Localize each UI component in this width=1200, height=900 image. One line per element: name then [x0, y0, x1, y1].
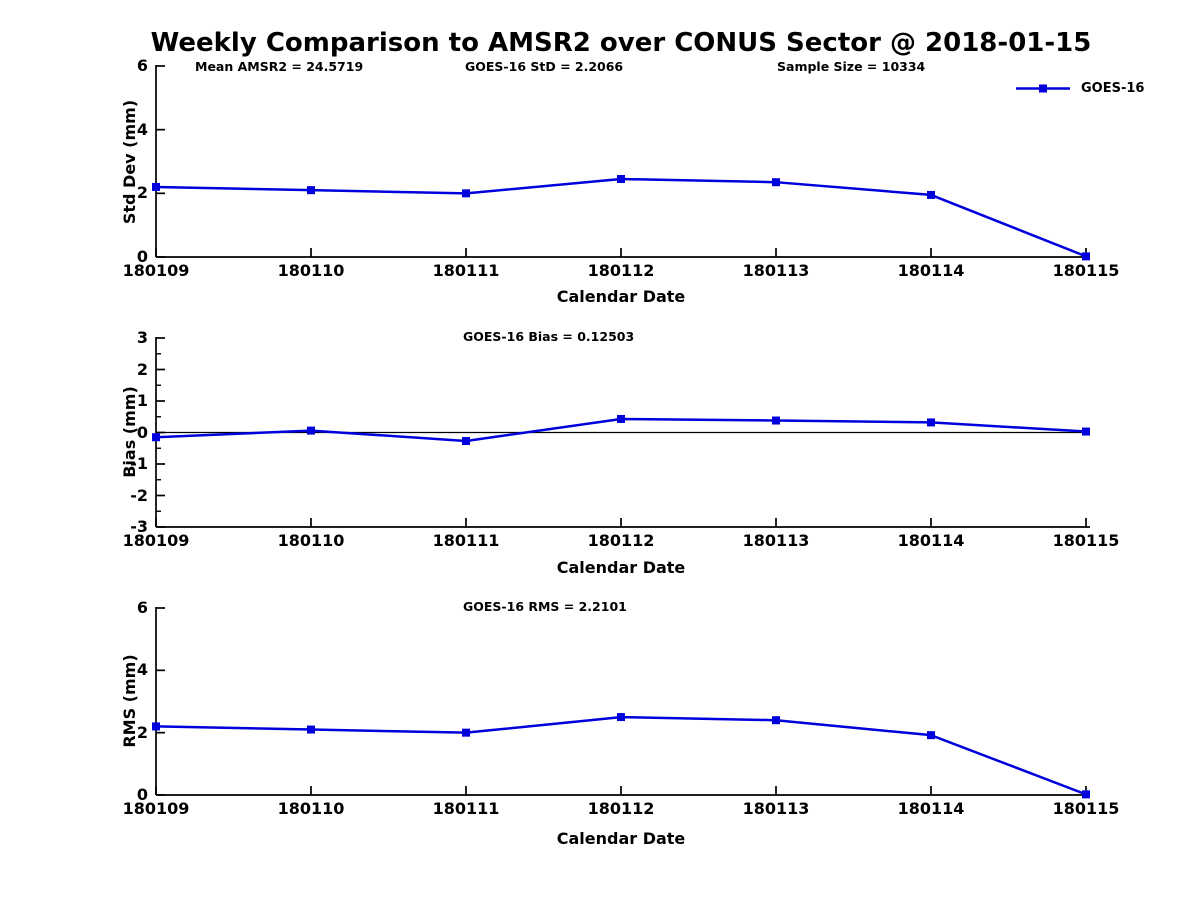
data-point-marker — [772, 416, 780, 425]
data-point-marker — [617, 414, 625, 423]
data-point-marker — [1082, 427, 1090, 436]
legend-label: GOES-16 — [1081, 81, 1145, 96]
legend-line-marker-icon — [1016, 84, 1070, 93]
data-point-marker — [927, 418, 935, 427]
data-point-marker — [927, 731, 935, 740]
annotation-goes16-std: GOES-16 StD = 2.2066 — [465, 59, 624, 74]
data-point-marker — [307, 725, 315, 734]
data-point-marker — [307, 186, 315, 195]
data-point-marker — [772, 178, 780, 187]
data-point-marker — [152, 722, 160, 731]
data-point-marker — [1082, 790, 1090, 799]
subplot-2 — [152, 607, 1090, 799]
data-point-marker — [927, 190, 935, 199]
data-point-marker — [462, 189, 470, 198]
legend: GOES-16 — [1016, 82, 1144, 95]
data-point-marker — [617, 175, 625, 184]
subplot-1 — [152, 337, 1090, 528]
subplot-0 — [152, 65, 1090, 261]
x-axis-label-rms: Calendar Date — [556, 829, 686, 848]
annotation-goes16-bias: GOES-16 Bias = 0.12503 — [463, 329, 635, 344]
annotation-goes16-rms: GOES-16 RMS = 2.2101 — [463, 599, 627, 614]
data-point-marker — [152, 182, 160, 191]
series-goes-16-line — [155, 177, 1087, 258]
data-point-marker — [1082, 252, 1090, 261]
figure-title: Weekly Comparison to AMSR2 over CONUS Se… — [150, 28, 1092, 58]
series-goes-16-line — [155, 715, 1087, 796]
annotation-mean-amsr2: Mean AMSR2 = 24.5719 — [195, 59, 364, 74]
data-point-marker — [307, 426, 315, 435]
x-axis-label-bias: Calendar Date — [556, 558, 686, 577]
data-point-marker — [462, 437, 470, 446]
data-point-marker — [152, 433, 160, 442]
x-axis-label-stddev: Calendar Date — [556, 287, 686, 306]
data-point-marker — [462, 728, 470, 737]
data-point-marker — [772, 716, 780, 725]
data-point-marker — [617, 713, 625, 722]
annotation-sample-size: Sample Size = 10334 — [777, 59, 926, 74]
